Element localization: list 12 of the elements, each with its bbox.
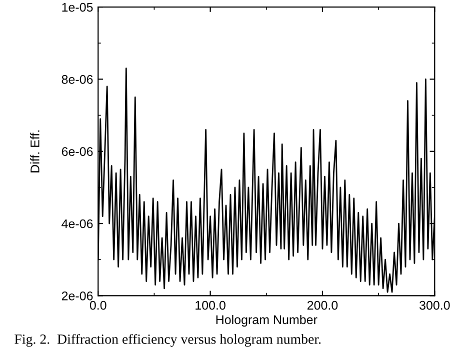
x-tick-label: 300.0 [419, 300, 450, 310]
y-axis-title: Diff. Eff. [30, 130, 40, 172]
caption: Fig. 2. Diffraction efficiency versus hologram number. [14, 334, 321, 347]
y-tick-label: 2e-06 [62, 291, 93, 300]
y-tick-label: 4e-06 [62, 219, 93, 228]
y-tick-label: 1e-05 [62, 2, 93, 12]
y-tick-label: 6e-06 [62, 147, 93, 156]
x-tick-label: 0.0 [90, 300, 106, 310]
x-tick-label: 100.0 [196, 300, 226, 310]
y-tick-label: 8e-06 [62, 75, 93, 84]
x-tick-label: 200.0 [307, 300, 338, 310]
x-axis-title: Hologram Number [216, 314, 318, 327]
